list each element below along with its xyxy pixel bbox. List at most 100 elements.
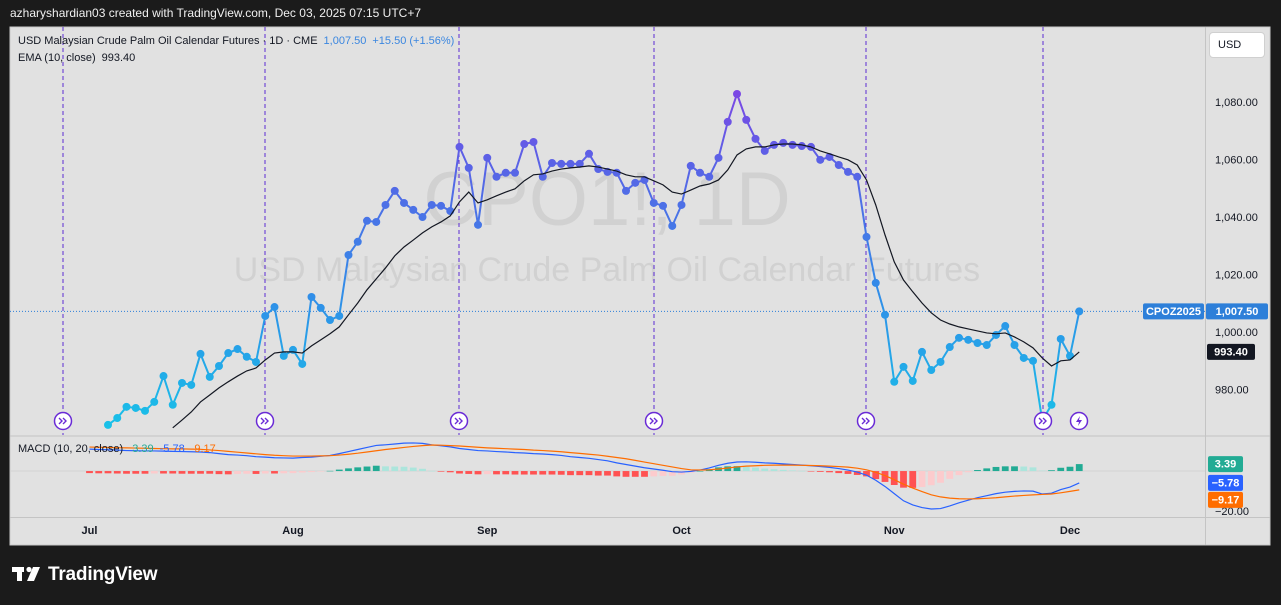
price-point xyxy=(464,163,473,172)
price-point xyxy=(159,372,168,381)
histogram-bar xyxy=(826,471,833,473)
price-point xyxy=(131,403,140,412)
histogram-bar xyxy=(918,471,926,488)
histogram-bar xyxy=(955,471,963,476)
macd-tag: 3.39 xyxy=(1215,459,1236,471)
histogram-bar xyxy=(132,471,140,474)
histogram-bar xyxy=(853,471,861,475)
price-point xyxy=(649,198,658,207)
histogram-bar xyxy=(668,471,676,476)
price-point xyxy=(677,200,686,209)
price-point xyxy=(511,168,519,177)
histogram-bar xyxy=(789,470,796,472)
price-point xyxy=(501,168,510,177)
price-point xyxy=(566,159,575,168)
histogram-bar xyxy=(493,471,500,475)
histogram-bar xyxy=(215,471,223,475)
price-point xyxy=(390,186,399,195)
histogram-bar xyxy=(123,471,130,474)
histogram-bar xyxy=(160,471,167,474)
histogram-bar xyxy=(483,471,491,475)
price-pane: CPO1!, 1D USD Malaysian Crude Palm Oil C… xyxy=(10,27,1205,435)
x-tick-label: Dec xyxy=(1060,525,1080,537)
histogram-bar xyxy=(372,465,380,472)
event-icon[interactable] xyxy=(449,411,469,431)
price-line xyxy=(107,90,1081,426)
ema-tag: 993.40 xyxy=(1214,346,1248,358)
series-name-tag: CPOZ2025 xyxy=(1146,306,1201,318)
histogram-bar xyxy=(261,471,269,474)
macd-tag-bg xyxy=(1208,456,1243,473)
macd-tag-bg xyxy=(1208,474,1243,491)
histogram-bar xyxy=(382,466,389,472)
histogram-bar xyxy=(243,471,251,474)
price-point xyxy=(585,149,593,158)
histogram-bar xyxy=(992,466,1000,472)
histogram-bar xyxy=(206,471,214,474)
price-point xyxy=(252,357,260,366)
macd-tag-bg xyxy=(1208,491,1243,508)
y-tick-label: −20.00 xyxy=(1215,506,1249,518)
histogram-bar xyxy=(974,470,981,472)
event-icon[interactable] xyxy=(1033,411,1053,431)
histogram-bar xyxy=(1020,466,1028,472)
price-point xyxy=(178,378,186,387)
event-icon[interactable] xyxy=(856,411,876,431)
price-point xyxy=(298,359,307,368)
event-icon[interactable] xyxy=(255,411,275,431)
histogram-bar xyxy=(1029,467,1037,472)
price-point xyxy=(992,330,1000,339)
x-tick-label: Oct xyxy=(672,525,691,537)
price-point xyxy=(150,397,159,406)
price-point xyxy=(326,315,334,324)
macd-legend-value: 3.39 xyxy=(132,443,154,455)
event-icon[interactable] xyxy=(644,411,664,431)
macd-tag: −9.17 xyxy=(1212,494,1240,506)
histogram-bar xyxy=(696,471,704,472)
histogram-bar xyxy=(807,471,815,472)
price-point xyxy=(557,159,566,168)
histogram-bar xyxy=(724,466,732,472)
price-point xyxy=(242,352,251,361)
histogram-bar xyxy=(354,467,362,472)
histogram-bar xyxy=(150,471,158,474)
histogram-bar xyxy=(335,469,343,472)
price-point xyxy=(927,366,936,375)
series-name-tag-bg xyxy=(1143,303,1204,320)
x-tick-label: Aug xyxy=(282,525,303,537)
histogram-bar xyxy=(798,470,806,472)
price-point xyxy=(215,361,223,370)
price-point xyxy=(363,216,371,225)
price-point xyxy=(1056,334,1065,343)
price-point xyxy=(205,372,214,381)
price-point xyxy=(973,338,982,347)
histogram-bar xyxy=(816,471,824,472)
histogram-bar xyxy=(252,471,260,474)
histogram-bar xyxy=(964,471,972,473)
histogram-bar xyxy=(937,471,944,483)
tradingview-logo xyxy=(12,566,40,581)
currency-button[interactable]: USD xyxy=(1209,32,1265,58)
price-point xyxy=(307,292,316,301)
histogram-bar xyxy=(465,471,473,474)
price-point xyxy=(372,217,381,226)
price-point xyxy=(483,153,492,162)
price-point xyxy=(409,205,418,214)
price-point xyxy=(751,134,760,143)
price-point xyxy=(659,201,667,210)
price-point xyxy=(760,146,769,155)
header: azharyshardian03 created with TradingVie… xyxy=(10,6,422,20)
event-icon[interactable] xyxy=(53,411,73,431)
y-tick-label: 980.00 xyxy=(1215,384,1249,396)
earnings-icon[interactable] xyxy=(1069,411,1089,431)
histogram-bar xyxy=(835,471,843,474)
histogram-bar xyxy=(502,471,510,475)
histogram-bar xyxy=(428,470,436,472)
price-point xyxy=(668,221,677,230)
price-point xyxy=(696,168,704,177)
price-point xyxy=(723,117,732,126)
macd-line xyxy=(89,444,1080,500)
histogram-bar xyxy=(909,471,917,488)
